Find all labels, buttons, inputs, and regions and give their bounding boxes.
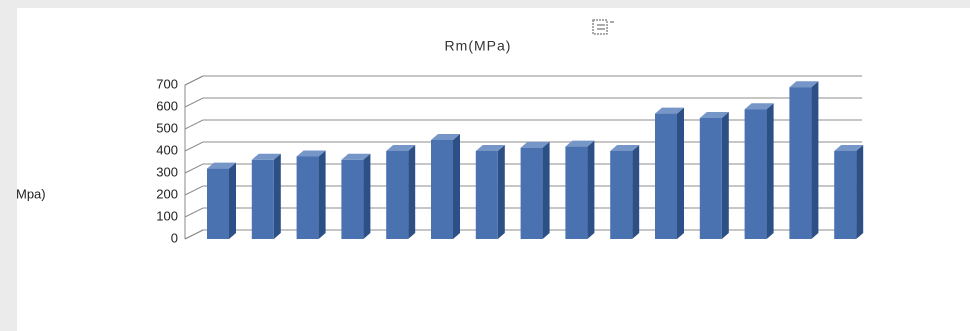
bar-top — [789, 81, 819, 88]
y-tick-label: 300 — [156, 164, 178, 179]
bar-side — [453, 134, 460, 239]
grid-line — [184, 185, 862, 196]
bar-side — [587, 140, 595, 239]
bar-top — [610, 145, 640, 151]
bar-top — [834, 145, 864, 151]
grid-line — [184, 119, 862, 130]
bar — [431, 140, 453, 239]
grid-line — [184, 163, 862, 174]
bar-top — [386, 145, 416, 151]
bar-side — [677, 107, 684, 239]
grid-line — [184, 229, 862, 240]
y-tick-label: 100 — [156, 208, 178, 223]
bar-top — [431, 134, 460, 140]
bar — [207, 168, 229, 239]
bar-top — [520, 141, 550, 148]
bar — [296, 156, 319, 239]
bar — [699, 118, 722, 239]
bar-side — [363, 153, 371, 239]
grid-line — [184, 207, 862, 218]
bar-side — [632, 145, 640, 239]
grid-line — [184, 75, 862, 86]
bar-side — [273, 153, 281, 239]
chart-title: Rm(MPa) — [445, 38, 512, 54]
bar-side — [856, 145, 864, 239]
bar — [475, 151, 498, 239]
bar-side — [542, 141, 550, 239]
bar-side — [408, 145, 416, 239]
y-axis-label: Mpa) — [16, 186, 46, 201]
y-tick-label: 700 — [156, 76, 178, 91]
bar — [386, 151, 409, 239]
bar-top — [251, 153, 281, 160]
bar-top — [296, 150, 326, 157]
bar — [834, 151, 857, 239]
bar-side — [766, 103, 774, 239]
bar — [655, 113, 677, 239]
bar-top — [699, 112, 729, 118]
bar-side — [811, 81, 819, 239]
bar-top — [341, 153, 371, 160]
bar — [744, 109, 767, 239]
y-tick-label: 500 — [156, 120, 178, 135]
bar-top — [744, 103, 774, 110]
grid-line — [184, 97, 862, 108]
bar-side — [721, 112, 729, 239]
bar — [341, 159, 364, 239]
bar — [789, 87, 812, 239]
y-tick-label: 400 — [156, 142, 178, 157]
bar-top — [655, 107, 684, 114]
y-tick-label: 600 — [156, 98, 178, 113]
bar-side — [497, 145, 505, 239]
bar — [520, 147, 543, 239]
bar — [251, 159, 274, 239]
y-tick-label: 0 — [171, 230, 178, 245]
y-tick-label: 200 — [156, 186, 178, 201]
toolbar-icon — [592, 19, 614, 35]
grid-line — [184, 141, 862, 152]
bar-top — [207, 162, 236, 169]
bar-top — [475, 145, 505, 151]
bar — [610, 151, 633, 239]
bar-side — [318, 150, 326, 239]
bar — [565, 146, 588, 239]
bar-top — [565, 140, 595, 147]
bar-side — [229, 162, 236, 239]
